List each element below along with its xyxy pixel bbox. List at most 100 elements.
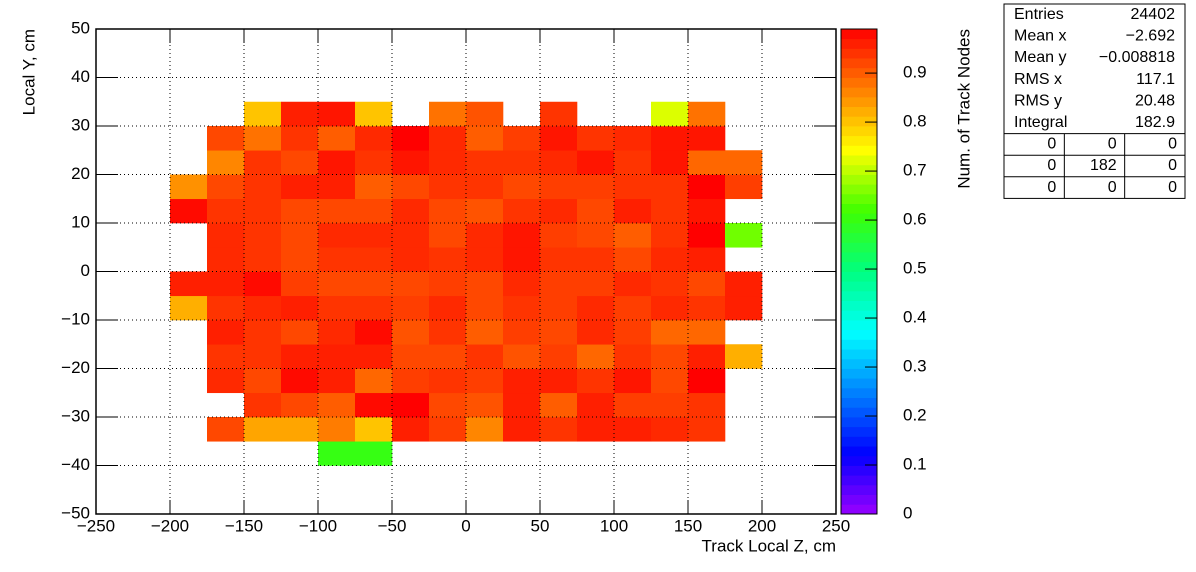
stats-label: RMS x [1014,71,1062,88]
heatmap-cell [503,417,541,442]
heatmap-cell [392,174,430,200]
heatmap-cell [355,392,393,418]
heatmap-cell [651,320,689,345]
z-tick-label: 0.3 [903,357,927,376]
stats-value: 117.1 [1136,71,1175,88]
heatmap-cell [614,223,652,248]
z-tick-label: 0.1 [903,454,927,473]
heatmap-cell [355,223,393,248]
heatmap-cell [614,392,652,418]
color-band [841,300,877,311]
heatmap-cell [318,271,356,297]
heatmap-cell [281,392,319,418]
heatmap-cell [318,174,356,200]
stats-label: Mean y [1014,49,1066,66]
color-band [841,426,877,437]
x-tick-label: −100 [299,516,337,535]
heatmap-cell [244,271,282,297]
z-tick-label: 0.8 [903,112,927,131]
color-band [841,436,877,447]
y-tick-label: 10 [71,212,90,231]
heatmap-cell [503,295,541,321]
color-band [841,349,877,360]
heatmap-cell [503,344,541,369]
heatmap-cell [503,126,541,151]
heatmap-cell [540,223,578,248]
heatmap-cell [688,344,726,369]
heatmap-cell [688,150,726,175]
heatmap-cell [281,223,319,248]
heatmap-cell [318,392,356,418]
heatmap-cell [651,271,689,297]
heatmap-cell [540,417,578,442]
x-tick-label: 250 [822,516,850,535]
heatmap-cell [429,271,467,297]
heatmap-cell [207,295,245,321]
color-band [841,184,877,195]
stats-value: −2.692 [1126,28,1175,45]
y-tick-label: 40 [71,67,90,86]
heatmap-cell [281,126,319,151]
heatmap-cell [577,344,615,369]
color-band [841,339,877,350]
color-band [841,106,877,117]
heatmap-cell [503,368,541,394]
heatmap-cell [614,344,652,369]
stats-cell: 0 [1047,179,1056,196]
heatmap-cell [244,150,282,175]
color-band [841,446,877,457]
heatmap-cell [281,344,319,369]
stats-value: 182.9 [1135,114,1175,131]
heatmap-cell [429,247,467,272]
heatmap-cell [429,126,467,151]
heatmap-cell [244,295,282,321]
color-band [841,203,877,214]
color-band [841,290,877,301]
z-tick-label: 0.6 [903,210,927,229]
heatmap-cell [540,150,578,175]
heatmap-cell [614,417,652,442]
heatmap-cell [725,295,763,321]
heatmap-cell [540,247,578,272]
heatmap-cell [503,150,541,175]
heatmap-cell [725,223,763,248]
heatmap-cell [503,198,541,224]
heatmap-cell [355,417,393,442]
z-tick-label: 0.4 [903,308,927,327]
heatmap-cell [281,368,319,394]
heatmap-cell [429,344,467,369]
y-axis-title: Local Y, cm [19,29,38,115]
heatmap-cell [318,126,356,151]
heatmap-cell [392,223,430,248]
heatmap-cell [281,247,319,272]
heatmap-cell [614,247,652,272]
heatmap-cell [651,392,689,418]
heatmap-cell [244,223,282,248]
heatmap-cell [207,368,245,394]
heatmap-cell [725,150,763,175]
heatmap-cell [207,417,245,442]
heatmap-cell [207,150,245,175]
heatmap-cell [466,247,504,272]
heatmap-cell [392,198,430,224]
color-band [841,48,877,59]
y-tick-label: −50 [61,503,90,522]
color-band [841,465,877,476]
heatmap-cell [318,198,356,224]
x-tick-label: −50 [378,516,407,535]
heatmap-cell [466,101,504,127]
heatmap-cell [577,417,615,442]
y-tick-label: 0 [81,261,90,280]
heatmap-cell [651,150,689,175]
heatmap-cell [207,126,245,151]
heatmap-cell [466,174,504,200]
color-band [841,242,877,253]
heatmap-cell [281,174,319,200]
color-band [841,397,877,408]
stats-value: 20.48 [1135,92,1175,109]
color-band [841,387,877,398]
heatmap-cell [207,247,245,272]
heatmap-cell [577,198,615,224]
color-band [841,484,877,495]
color-band [841,407,877,418]
